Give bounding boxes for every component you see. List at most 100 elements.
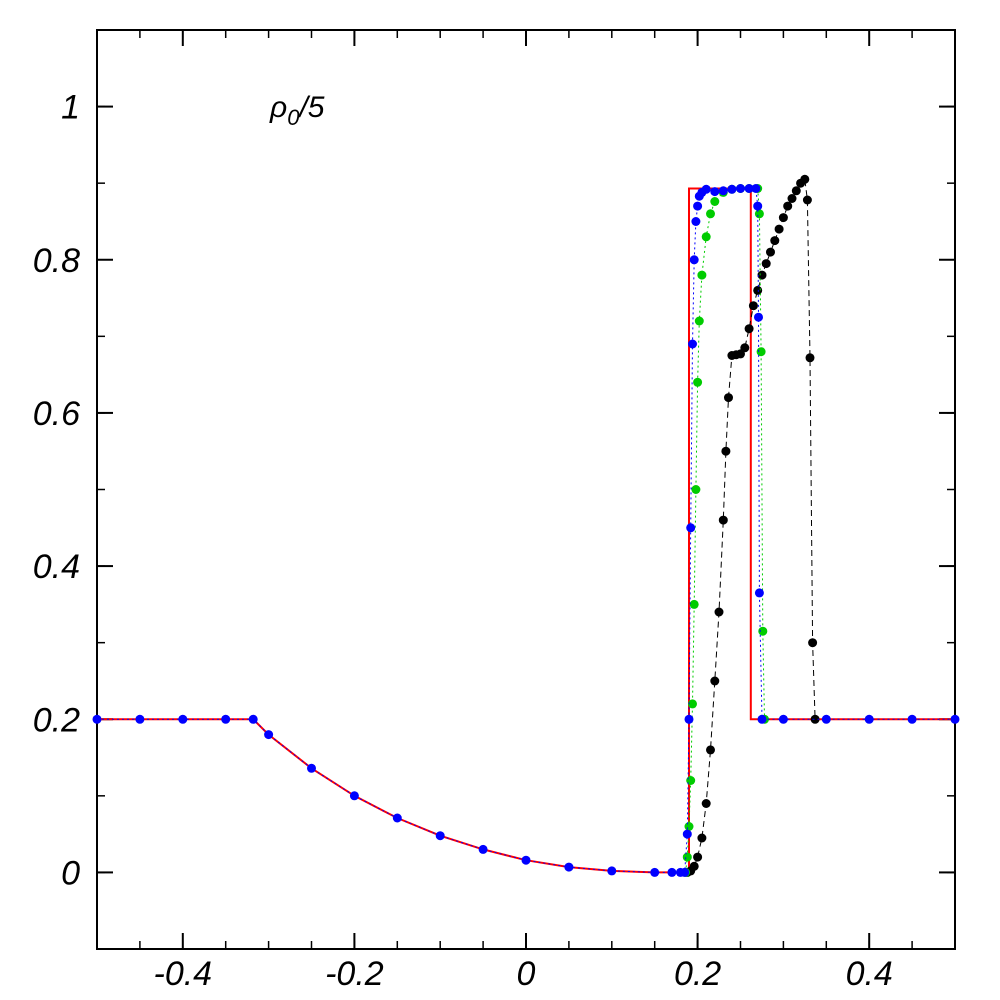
series-1-point [770, 236, 780, 246]
axis-ticks [96, 29, 956, 950]
y-tick-label: 0.8 [33, 242, 80, 280]
series-1-point [783, 201, 793, 211]
series-1-point [753, 285, 763, 295]
x-tick-label: 0.4 [846, 955, 893, 993]
series-3-point [744, 184, 754, 193]
series-1-point [787, 194, 797, 203]
y-tick-label: 0.4 [33, 548, 80, 586]
series-3-point [864, 714, 874, 724]
series-3-point [688, 339, 697, 349]
series-3-point [521, 855, 531, 865]
series-3-point [135, 714, 145, 724]
series-3-point [754, 588, 764, 598]
series-0 [97, 187, 955, 874]
y-tick-label: 0.2 [33, 701, 80, 739]
series-1-point [761, 259, 771, 269]
series-1-point [697, 833, 707, 843]
series-1-point [693, 852, 703, 862]
series-3-point [264, 730, 274, 740]
series-2-point [754, 209, 764, 219]
series-1-point [791, 186, 801, 196]
series-1-point [774, 224, 784, 234]
series-1-point [802, 195, 812, 205]
series-1-point [810, 714, 820, 724]
series-3-point [307, 763, 316, 773]
series-3-point [650, 867, 660, 877]
series-3-point [907, 714, 917, 724]
series-1-point [706, 745, 715, 755]
annotation-subscript: 0 [287, 105, 300, 130]
series-1-point [740, 343, 750, 353]
series-3-point [686, 523, 696, 533]
series-1-point [701, 799, 711, 808]
series-1-point [800, 174, 810, 184]
series-2-point [694, 316, 704, 326]
series-1-point [689, 861, 699, 871]
annotation-base: ρ [269, 91, 287, 124]
series-3-point [778, 714, 788, 724]
series-3-point [667, 867, 677, 877]
series-3-point [221, 714, 231, 724]
y-tick-label: 1 [61, 89, 80, 127]
series-1 [682, 174, 820, 877]
series-3-point [691, 217, 701, 226]
series-2-point [682, 852, 692, 862]
series-2-point [758, 626, 768, 636]
series-3-point [727, 184, 737, 194]
annotation-label: ρ0/5 [269, 91, 325, 130]
series-3-point [710, 187, 720, 197]
series-1-point [778, 213, 788, 223]
x-tick-label: -0.4 [154, 955, 213, 993]
series-3-point [248, 714, 258, 724]
series-3-point [751, 184, 761, 193]
series-2-point [756, 347, 766, 357]
series-1-point [724, 393, 733, 403]
series-0-line [97, 187, 955, 874]
series-1-point [718, 515, 728, 525]
series-3 [92, 184, 960, 877]
series-2-point [688, 699, 697, 709]
series-3-point [754, 312, 763, 322]
x-tick-label: 0 [517, 955, 536, 993]
x-tick-label: -0.2 [325, 955, 384, 993]
series-2-point [689, 599, 699, 609]
series-3-point [682, 829, 692, 839]
series-2-connector [685, 188, 765, 873]
series-1-point [744, 324, 754, 334]
series-2-point [693, 377, 703, 387]
series-3-point [478, 844, 488, 854]
series-1-point [766, 247, 775, 257]
series-2-point [684, 822, 694, 831]
series-3-point [821, 714, 831, 724]
series-3-point [757, 714, 767, 724]
plot-frame [96, 29, 956, 950]
series-3-point [607, 866, 617, 876]
series-3-point [684, 714, 694, 724]
series-2-point [697, 270, 707, 280]
series-3-point [701, 184, 711, 194]
series-3-point [435, 831, 445, 841]
x-tick-label: 0.2 [674, 955, 721, 993]
series-1-point [805, 353, 815, 363]
series-2-point [710, 197, 720, 206]
series-1-point [748, 301, 758, 311]
series-3-point [753, 201, 763, 211]
axis-tick-labels: -0.4 -0.2 0 0.2 0.4 0 0.2 0.4 0.6 0.8 1 [33, 89, 893, 993]
series-1-point [714, 607, 724, 617]
series-2-point [701, 232, 711, 242]
series-1-point [721, 446, 731, 456]
annotation-rest: /5 [297, 91, 324, 124]
series-1-point [710, 676, 720, 686]
series-3-point [92, 714, 102, 724]
series-3-point [736, 184, 745, 193]
series-1-point [757, 270, 767, 280]
series-3-point [349, 791, 359, 801]
series-3-point [392, 813, 402, 823]
series-2-point [691, 485, 701, 494]
series-3-point [680, 867, 690, 877]
y-tick-label: 0.6 [33, 395, 80, 433]
series-3-point [564, 862, 574, 872]
series-layer [92, 174, 960, 877]
series-3-point [178, 714, 188, 724]
